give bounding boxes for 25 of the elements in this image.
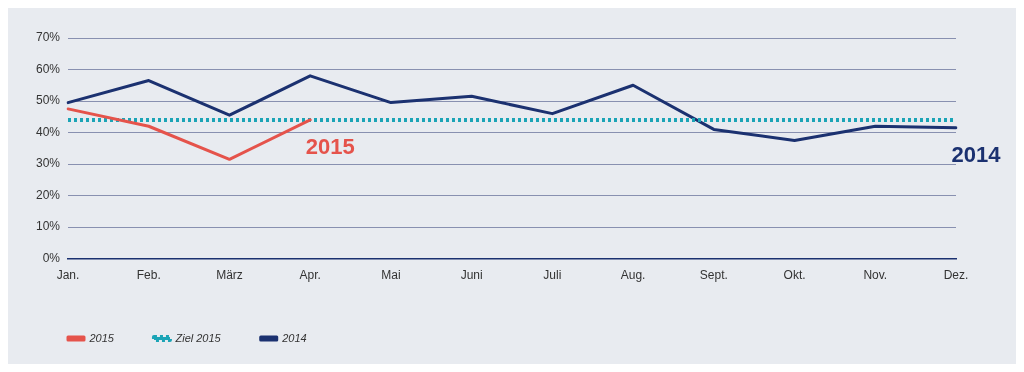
y-tick-label: 70% xyxy=(35,30,61,45)
x-tick-label: März xyxy=(216,268,243,283)
x-tick-label: Juli xyxy=(543,268,562,283)
y-tick-label: 30% xyxy=(35,156,61,171)
x-tick-label: Sept. xyxy=(699,268,728,283)
legend-label: Ziel 2015 xyxy=(174,331,222,344)
y-tick-label: 0% xyxy=(42,250,61,265)
x-tick-label: Nov. xyxy=(863,268,888,283)
x-tick-label: Mai xyxy=(381,268,401,283)
legend-label: 2015 xyxy=(88,331,115,344)
y-tick-label: 40% xyxy=(35,124,61,139)
x-tick-label: Dez. xyxy=(943,268,969,283)
x-tick-label: Juni xyxy=(460,268,483,283)
annotation: 2014 xyxy=(951,141,1002,167)
x-tick-label: Apr. xyxy=(299,268,321,283)
y-tick-label: 20% xyxy=(35,187,61,202)
y-tick-label: 50% xyxy=(35,93,61,108)
y-tick-label: 60% xyxy=(35,61,61,76)
x-tick-label: Okt. xyxy=(783,268,806,283)
x-tick-label: Jan. xyxy=(56,268,80,283)
x-tick-label: Feb. xyxy=(136,268,161,283)
legend-label: 2014 xyxy=(281,331,307,344)
y-tick-label: 10% xyxy=(35,219,61,234)
x-tick-label: Aug. xyxy=(620,268,646,283)
annotation: 2015 xyxy=(305,134,355,159)
